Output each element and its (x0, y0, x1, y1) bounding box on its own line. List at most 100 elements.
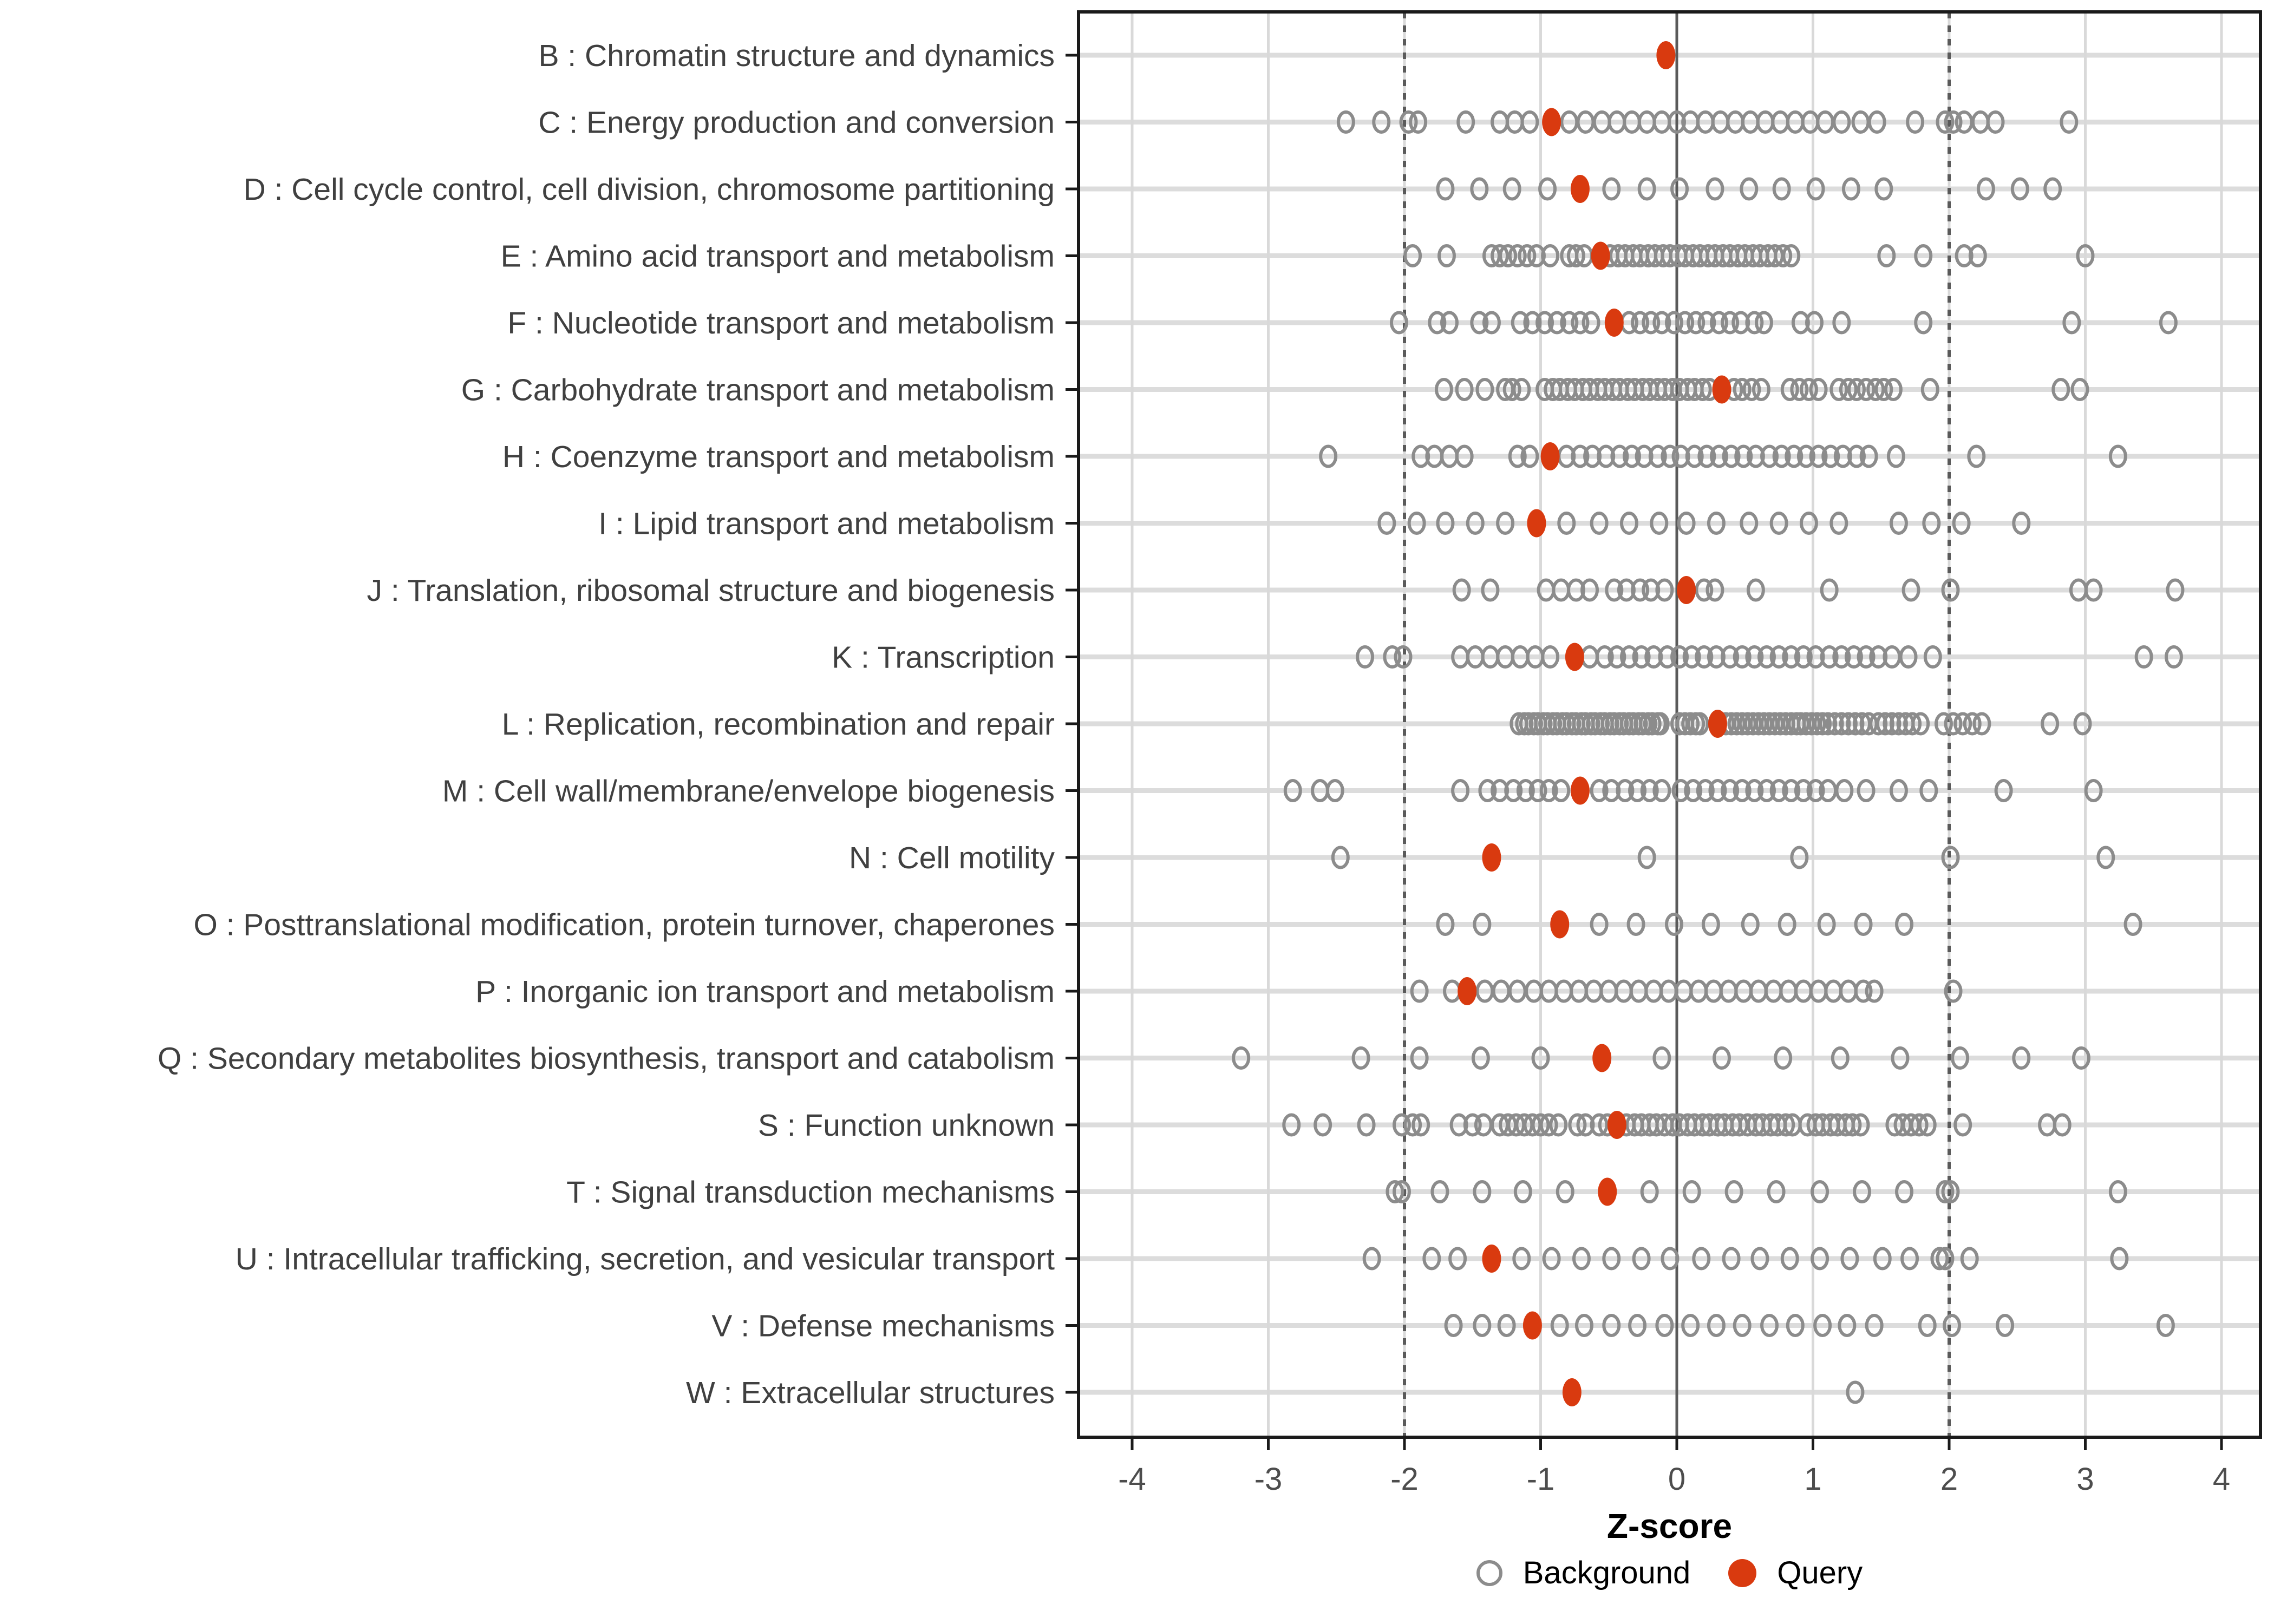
background-point (1610, 444, 1629, 468)
background-point (1790, 846, 1809, 869)
background-point (1941, 578, 1960, 602)
background-point (1918, 1113, 1937, 1137)
query-point (1592, 1044, 1612, 1072)
background-point (1595, 645, 1614, 669)
query-point (1570, 175, 1590, 203)
background-point (1282, 1113, 1301, 1137)
y-category-label: F : Nucleotide transport and metabolism (507, 306, 1055, 340)
x-tick-label: -4 (1118, 1462, 1146, 1497)
query-point (1708, 710, 1727, 738)
background-point (1518, 244, 1537, 267)
background-point (1706, 578, 1724, 602)
background-point (2062, 311, 2081, 335)
background-point (1664, 913, 1683, 936)
background-point (1721, 779, 1740, 802)
x-tick-label: -1 (1527, 1462, 1555, 1497)
background-point (1745, 645, 1764, 669)
background-point (1805, 311, 1824, 335)
background-point (1936, 1180, 1955, 1203)
background-point (1386, 1180, 1404, 1203)
background-point (1776, 1113, 1795, 1137)
background-point (1552, 779, 1571, 802)
background-point (1772, 444, 1791, 468)
background-point (1539, 779, 1558, 802)
background-point (1648, 444, 1667, 468)
background-point (1829, 512, 1848, 535)
background-point (1910, 1113, 1929, 1137)
background-point (1809, 378, 1828, 401)
x-tick-label: 2 (1940, 1462, 1958, 1497)
background-point (1283, 779, 1302, 802)
background-point (1696, 779, 1715, 802)
background-point (1754, 311, 1773, 335)
background-point (1707, 1314, 1726, 1337)
background-point (1820, 645, 1839, 669)
background-point (1806, 779, 1825, 802)
background-point (1857, 779, 1876, 802)
y-category-label: Q : Secondary metabolites biosynthesis, … (158, 1042, 1055, 1076)
background-point (1944, 979, 1963, 1003)
background-point (1470, 311, 1489, 335)
y-category-label: W : Extracellular structures (686, 1376, 1055, 1410)
background-point (1796, 444, 1815, 468)
query-point (1458, 977, 1477, 1005)
background-point (1780, 1247, 1799, 1271)
background-point (1790, 378, 1809, 401)
background-point (1774, 1046, 1793, 1070)
legend-label-background: Background (1522, 1555, 1691, 1590)
background-point (1769, 645, 1788, 669)
background-point (2051, 378, 2070, 401)
background-point (1697, 444, 1716, 468)
background-point (1608, 645, 1626, 669)
background-point (1499, 244, 1518, 267)
background-point (1767, 1180, 1786, 1203)
background-point (1531, 1113, 1550, 1137)
background-point (1655, 1314, 1674, 1337)
background-point (1632, 645, 1651, 669)
y-category-label: B : Chromatin structure and dynamics (538, 38, 1055, 73)
background-point (1877, 244, 1896, 267)
background-point (2096, 846, 2115, 869)
background-point (1637, 846, 1656, 869)
background-point (1684, 779, 1703, 802)
background-point (1331, 846, 1350, 869)
background-point (1682, 645, 1701, 669)
background-point (1643, 712, 1662, 736)
background-point (1232, 1046, 1251, 1070)
legend: Background Query (1079, 1555, 2260, 1591)
background-point (1724, 1180, 1743, 1203)
background-point (1794, 645, 1813, 669)
y-category-label: E : Amino acid transport and metabolism (501, 239, 1055, 274)
background-point (2072, 1046, 2090, 1070)
background-point (1409, 110, 1428, 134)
background-point (1542, 1247, 1561, 1271)
background-point (1960, 1247, 1979, 1271)
background-point (1934, 712, 1953, 736)
background-point (1670, 177, 1689, 201)
background-point (1923, 645, 1942, 669)
background-point (2166, 578, 2185, 602)
background-point (1351, 1046, 1370, 1070)
background-point (1372, 110, 1391, 134)
background-point (1623, 444, 1642, 468)
background-point (1314, 1113, 1332, 1137)
background-point (1742, 378, 1761, 401)
query-point (1482, 1245, 1501, 1273)
background-marker-icon (1476, 1560, 1502, 1586)
background-point (1936, 110, 1955, 134)
background-point (1854, 979, 1873, 1003)
query-point (1550, 910, 1570, 939)
background-point (1574, 1314, 1593, 1337)
background-point (1568, 1113, 1587, 1137)
background-point (1874, 378, 1893, 401)
background-point (1389, 311, 1408, 335)
background-point (1831, 1046, 1850, 1070)
background-point (1541, 645, 1560, 669)
background-point (1455, 444, 1474, 468)
background-point (1407, 512, 1426, 535)
background-point (1900, 1247, 1919, 1271)
background-point (1651, 712, 1670, 736)
y-category-label: U : Intracellular trafficking, secretion… (236, 1242, 1055, 1276)
background-point (1383, 645, 1402, 669)
background-point (1963, 712, 1982, 736)
